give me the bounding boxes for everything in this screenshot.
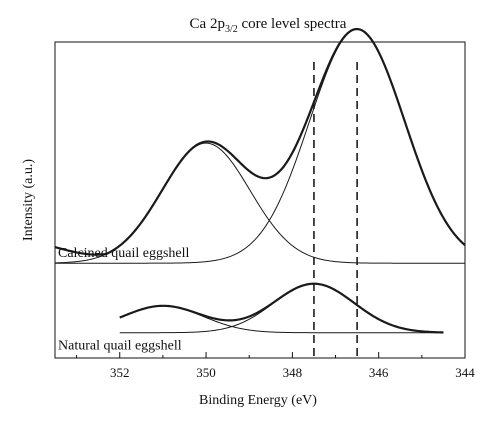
y-axis-label: Intensity (a.u.) bbox=[21, 159, 36, 241]
plot-frame bbox=[54, 41, 466, 359]
sample-label: Calcined quail eggshell bbox=[58, 246, 190, 261]
envelope-0 bbox=[54, 27, 466, 256]
series-layer bbox=[54, 27, 466, 334]
x-axis-label: Binding Energy (eV) bbox=[199, 393, 317, 408]
x-tick-label: 350 bbox=[196, 365, 216, 380]
component-peak-0-1 bbox=[55, 28, 466, 264]
x-tick-label: 346 bbox=[369, 365, 389, 380]
reference-lines bbox=[313, 62, 358, 358]
chart-title-suffix: core level spectra bbox=[238, 16, 347, 32]
chart-title-subscript: 3/2 bbox=[225, 24, 238, 35]
sample-labels: Calcined quail eggshell Natural quail egg… bbox=[58, 246, 190, 354]
component-peak-1-0 bbox=[119, 305, 444, 334]
x-axis-ticks: 352 350 348 346 344 bbox=[76, 352, 475, 380]
chart-title: Ca 2p3/2 core level spectra bbox=[190, 16, 347, 35]
component-peak-0-0 bbox=[54, 142, 465, 264]
envelope-1 bbox=[119, 282, 444, 334]
x-tick-label: 344 bbox=[455, 365, 475, 380]
x-tick-label: 348 bbox=[283, 365, 303, 380]
chart-title-prefix: Ca 2p bbox=[190, 16, 225, 32]
sample-label: Natural quail eggshell bbox=[58, 339, 182, 354]
x-tick-label: 352 bbox=[110, 365, 130, 380]
